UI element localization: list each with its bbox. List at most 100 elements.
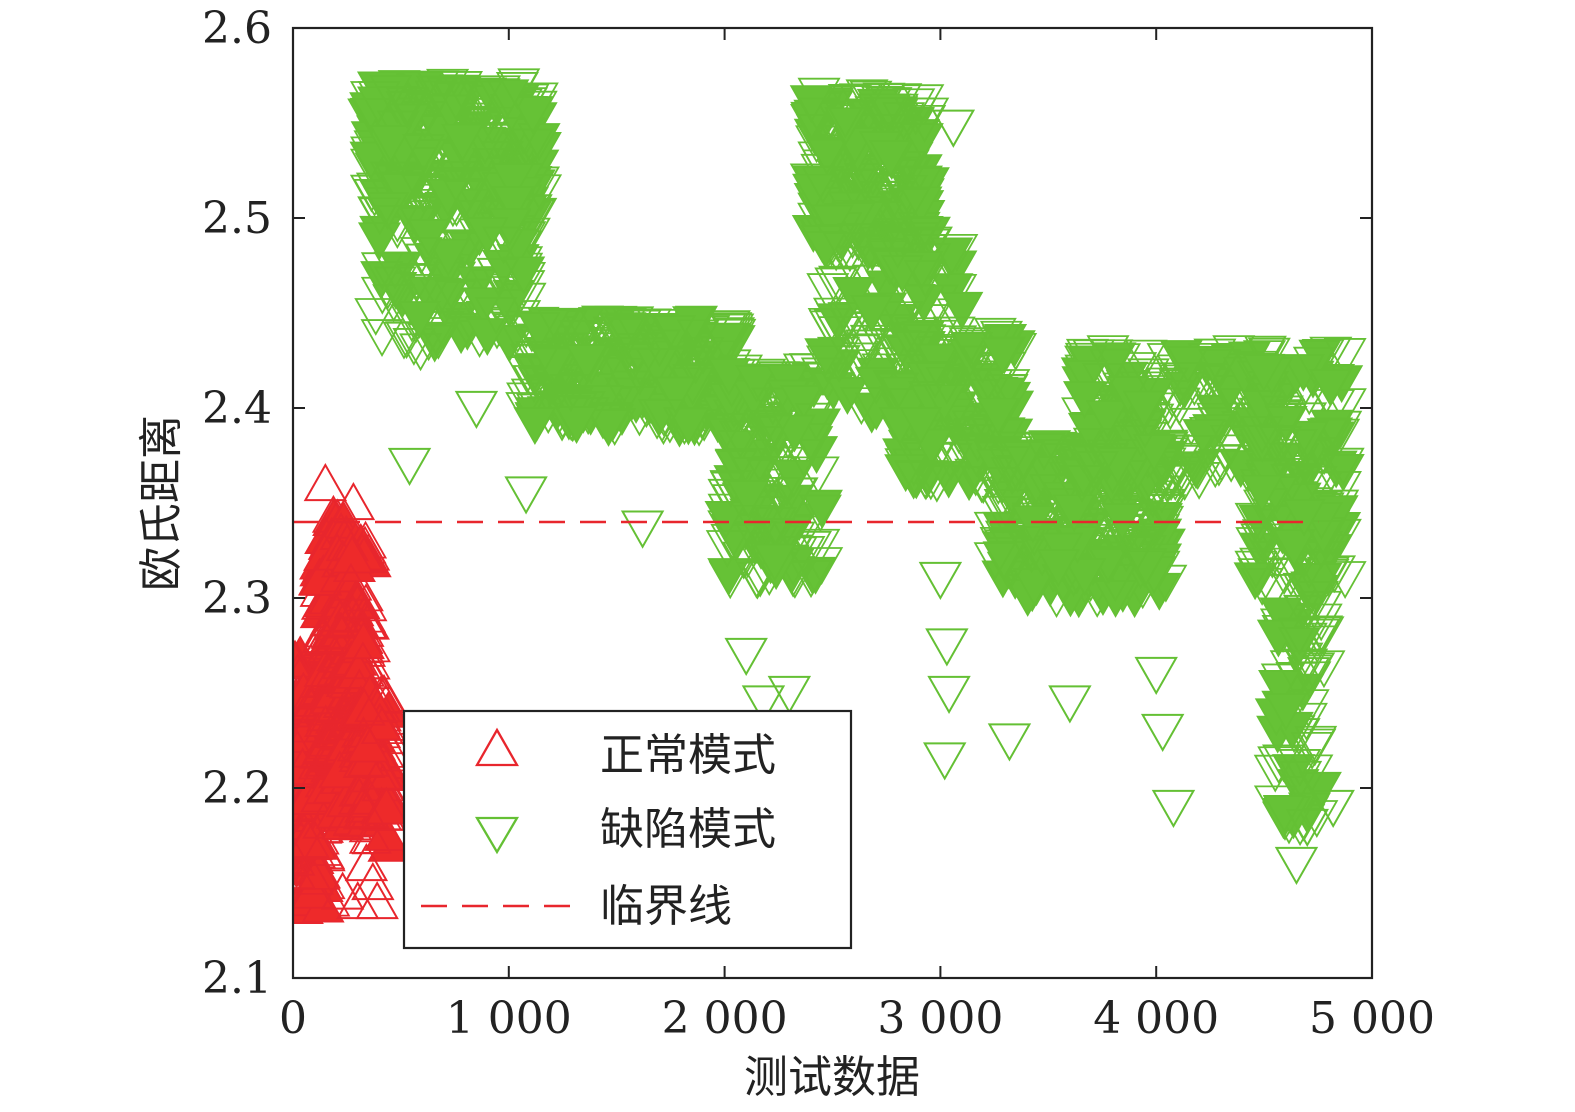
defect-series-point [1253,424,1297,463]
legend-marker-defect [474,816,520,855]
defect-series-outlier-point [927,675,971,715]
normal-series-point [354,684,398,723]
defect-series-outlier-point [925,628,969,667]
defect-series-point [859,181,903,220]
defect-series-point [385,87,429,125]
defect-series-point [1240,416,1284,455]
defect-series-point [642,399,686,438]
defect-series-point [1197,448,1241,487]
defect-series-point [373,266,417,305]
defect-series-point [744,426,788,464]
defect-series-point [1269,650,1313,689]
defect-series-point [358,197,402,236]
defect-series-point [1036,549,1080,588]
defect-series-point [1075,450,1119,489]
defect-series-outlier-point [987,723,1032,762]
defect-series-point [1283,594,1327,633]
defect-series-point [935,405,979,444]
defect-series-point [805,137,849,176]
defect-series-point [637,329,681,368]
defect-series-point [881,227,925,266]
defect-series-point [1274,428,1318,467]
defect-series-point [421,311,465,349]
defect-series-point [517,312,561,351]
defect-series-point [878,329,922,368]
x-tick-label: 3 000 [877,993,1003,1044]
defect-series-point [560,308,604,346]
legend-marker-normal [475,727,519,767]
defect-series-point [799,489,843,528]
defect-series-point [1060,464,1104,503]
defect-series-point [474,296,518,335]
defect-series-point [1240,567,1284,606]
defect-series-outlier-point [504,476,548,515]
defect-series-point [397,301,441,339]
defect-series-point [1310,417,1354,456]
defect-series-point [796,456,840,495]
x-tick-label: 1 000 [446,993,572,1044]
defect-series-point [1162,362,1206,401]
legend-box [402,709,853,950]
defect-series-point [1302,650,1346,689]
normal-series-outlier-point [331,481,376,521]
y-axis-ticks: 2.1 2.2 2.3 2.4 2.5 2.6 [202,3,1372,1004]
defect-series-point [930,237,974,276]
defect-series-point [403,183,447,222]
defect-series-point [1188,363,1232,401]
defect-series-point [782,438,826,477]
normal-series-point [360,706,404,745]
defect-series-point [976,397,1020,436]
defect-series-point [1258,669,1302,708]
defect-series-point [798,494,842,533]
defect-series-point [1294,725,1338,764]
defect-series-outlier-point [454,390,499,430]
y-axis-title: 欧氏距离 [136,415,187,591]
defect-series-point [382,321,426,360]
defect-series-outlier-point [767,675,812,715]
defect-series-point [970,369,1014,408]
defect-series-point [726,480,770,518]
defect-series-point [481,226,526,265]
defect-series-point [354,298,398,336]
defect-series-outlier-point [922,742,967,781]
defect-series-point [773,561,817,599]
defect-series-outlier-point [1285,808,1329,848]
x-axis-title: 测试数据 [744,1052,920,1103]
defect-series-point [899,165,943,204]
defect-series-point [375,205,419,243]
defect-series-point [426,178,470,217]
defect-series-point [1292,652,1336,691]
defect-series-point [1180,364,1224,403]
normal-series-point [341,641,385,680]
defect-series-point [1317,418,1361,457]
defect-series-point [879,190,923,229]
defect-series-point [1282,498,1326,537]
defect-series-point [501,116,545,155]
defect-series-point [845,79,889,118]
defect-series-point [559,320,603,359]
y-tick-label: 2.2 [202,763,272,814]
defect-series-point [806,273,850,312]
defect-series-point [758,476,802,515]
defect-series-point [604,313,648,352]
defect-series-point [513,407,557,445]
defect-series-point [900,123,944,162]
normal-series-point [315,593,359,632]
defect-series-point [956,424,1000,463]
defect-series-point [414,80,458,119]
defect-series-point [1242,353,1286,392]
defect-series-point [395,264,439,302]
defect-series-point [1064,359,1108,398]
defect-series-point [903,105,947,143]
defect-series-point [800,357,844,396]
defect-series-point [893,460,938,499]
normal-series-outlier-point [303,462,348,502]
defect-series-point [1318,471,1362,509]
defect-series-point [750,412,794,451]
defect-series-point [987,445,1031,484]
defect-series-point [913,360,957,399]
defect-series-point [434,82,478,121]
defect-series-point [889,323,933,362]
defect-series-point [1166,345,1210,384]
defect-series-point [863,97,907,136]
